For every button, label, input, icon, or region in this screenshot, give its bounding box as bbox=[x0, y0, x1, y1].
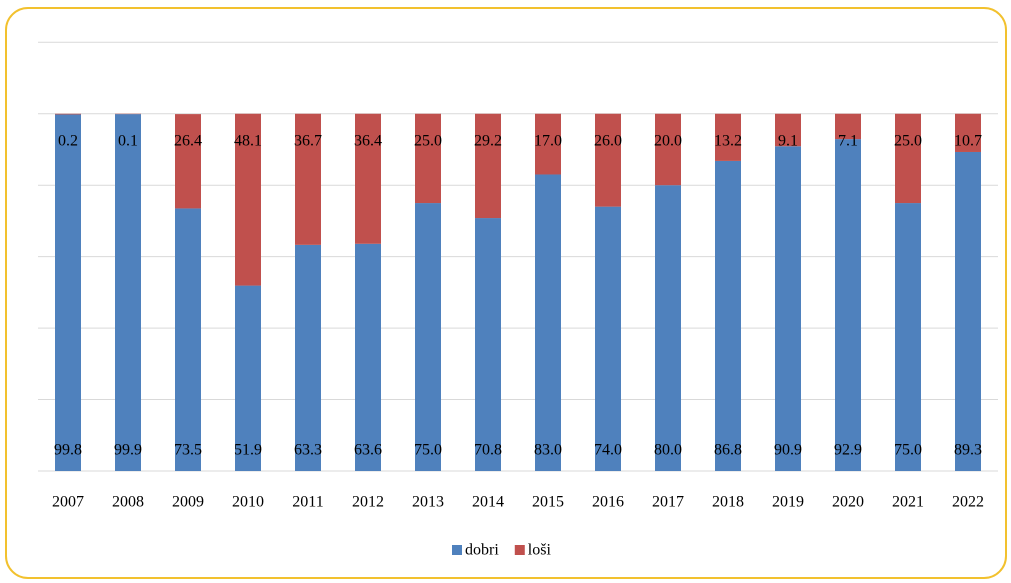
x-tick-label: 2013 bbox=[412, 494, 444, 511]
data-label: 9.1 bbox=[778, 133, 798, 150]
x-tick-label: 2020 bbox=[832, 494, 864, 511]
data-label: 48.1 bbox=[234, 133, 262, 150]
data-label: 51.9 bbox=[234, 442, 262, 459]
data-label: 26.0 bbox=[594, 133, 622, 150]
data-label: 7.1 bbox=[838, 133, 858, 150]
bar-segment bbox=[955, 113, 981, 152]
data-label: 83.0 bbox=[534, 442, 562, 459]
data-label: 29.2 bbox=[474, 133, 502, 150]
x-tick-label: 2022 bbox=[952, 494, 984, 511]
bar-segment bbox=[595, 206, 621, 471]
x-tick-label: 2009 bbox=[172, 494, 204, 511]
bar-segment bbox=[235, 113, 261, 286]
data-label: 80.0 bbox=[654, 442, 682, 459]
data-label: 36.7 bbox=[294, 133, 322, 150]
x-tick-label: 2017 bbox=[652, 494, 684, 511]
bar-segment bbox=[835, 113, 861, 140]
data-label: 89.3 bbox=[954, 442, 982, 459]
bar-segment bbox=[595, 113, 621, 207]
bar-segment bbox=[235, 285, 261, 471]
data-label: 92.9 bbox=[834, 442, 862, 459]
bar-segment bbox=[175, 114, 201, 209]
x-tick-label: 2007 bbox=[52, 494, 84, 511]
bar-segment bbox=[715, 113, 741, 161]
bar-segment bbox=[55, 114, 81, 471]
bar-segment bbox=[295, 244, 321, 471]
x-tick-label: 2021 bbox=[892, 494, 924, 511]
bar-segment bbox=[775, 113, 801, 147]
data-label: 10.7 bbox=[954, 133, 982, 150]
data-label: 20.0 bbox=[654, 133, 682, 150]
x-tick-label: 2008 bbox=[112, 494, 144, 511]
bar-segment bbox=[55, 113, 81, 115]
bar-segment bbox=[535, 113, 561, 175]
bar-segment bbox=[115, 114, 141, 472]
data-label: 73.5 bbox=[174, 442, 202, 459]
bar-segment bbox=[655, 185, 681, 471]
data-label: 36.4 bbox=[354, 133, 382, 150]
x-tick-label: 2011 bbox=[292, 494, 323, 511]
data-label: 70.8 bbox=[474, 442, 502, 459]
bar-segment bbox=[775, 146, 801, 471]
data-label: 25.0 bbox=[414, 133, 442, 150]
x-tick-label: 2014 bbox=[472, 494, 504, 511]
bar-segment bbox=[355, 243, 381, 471]
bar-segment bbox=[415, 113, 441, 204]
legend-label: loši bbox=[528, 542, 552, 559]
data-label: 86.8 bbox=[714, 442, 742, 459]
bar-segment bbox=[475, 113, 501, 219]
bar-segment bbox=[535, 174, 561, 472]
bar-segment bbox=[415, 203, 441, 471]
data-label: 63.6 bbox=[354, 442, 382, 459]
data-label: 17.0 bbox=[534, 133, 562, 150]
legend-swatch bbox=[514, 545, 525, 555]
x-tick-label: 2018 bbox=[712, 494, 744, 511]
data-label: 25.0 bbox=[894, 133, 922, 150]
data-label: 13.2 bbox=[714, 133, 742, 150]
data-label: 26.4 bbox=[174, 133, 202, 150]
bar-segment bbox=[475, 218, 501, 471]
bar-segment bbox=[715, 160, 741, 472]
x-tick-label: 2010 bbox=[232, 494, 264, 511]
data-label: 99.8 bbox=[54, 442, 82, 459]
data-label: 74.0 bbox=[594, 442, 622, 459]
data-label: 0.1 bbox=[118, 133, 138, 150]
legend-swatch bbox=[452, 545, 462, 555]
data-label: 63.3 bbox=[294, 442, 322, 459]
data-label: 99.9 bbox=[114, 442, 142, 459]
bar-segment bbox=[835, 139, 861, 471]
x-tick-label: 2019 bbox=[772, 494, 804, 511]
data-label: 0.2 bbox=[58, 133, 78, 150]
x-tick-label: 2016 bbox=[592, 494, 624, 511]
bar-segment bbox=[895, 113, 921, 204]
bar-segment bbox=[295, 113, 321, 245]
legend-label: dobri bbox=[465, 542, 499, 559]
bar-segment bbox=[655, 113, 681, 186]
data-label: 75.0 bbox=[414, 442, 442, 459]
data-label: 75.0 bbox=[894, 442, 922, 459]
bar-segment bbox=[355, 113, 381, 244]
x-tick-label: 2012 bbox=[352, 494, 384, 511]
bar-segment bbox=[895, 203, 921, 471]
data-label: 90.9 bbox=[774, 442, 802, 459]
bar-segment bbox=[175, 208, 201, 471]
bar-segment bbox=[955, 151, 981, 471]
x-tick-label: 2015 bbox=[532, 494, 564, 511]
